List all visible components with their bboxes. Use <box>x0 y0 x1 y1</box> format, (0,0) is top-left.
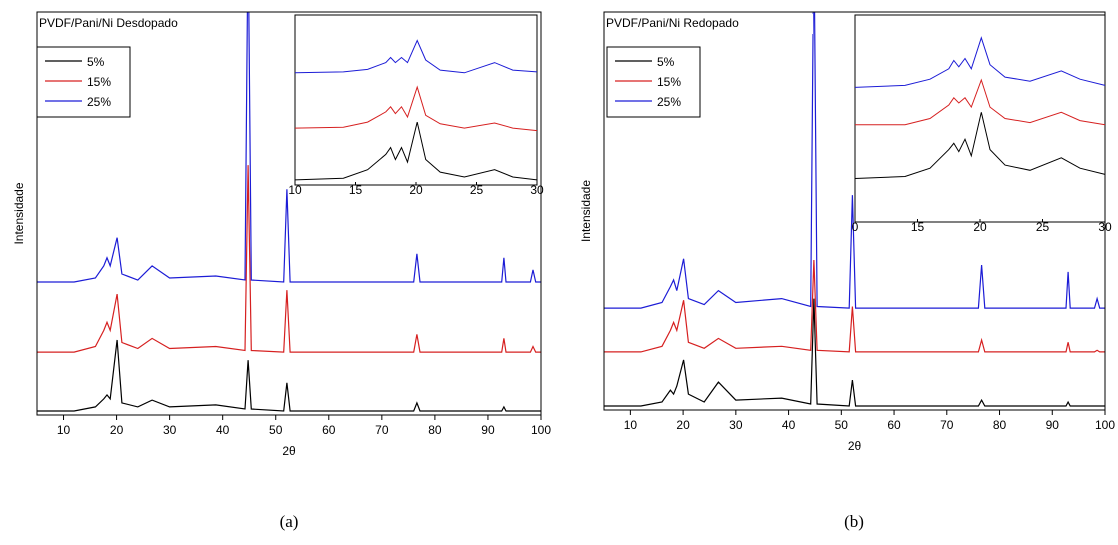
legend-box <box>36 46 131 118</box>
title-bg <box>605 14 813 34</box>
x-tick-label: 80 <box>993 418 1007 432</box>
inset-x-tick-label: 25 <box>1036 220 1050 234</box>
x-tick-label: 50 <box>835 418 849 432</box>
x-tick-label: 40 <box>216 423 230 437</box>
data-line <box>37 165 541 353</box>
x-tick-label: 20 <box>676 418 690 432</box>
legend-label: 25% <box>87 95 111 109</box>
x-axis-label: 2θ <box>848 439 862 453</box>
legend-label: 25% <box>657 95 681 109</box>
x-tick-label: 30 <box>163 423 177 437</box>
y-axis-label: Intensidade <box>12 182 26 244</box>
x-tick-label: 90 <box>481 423 495 437</box>
caption: (b) <box>844 512 864 531</box>
inset-line <box>855 78 1106 126</box>
chart-title: PVDF/Pani/Ni Desdopado <box>39 16 178 30</box>
legend-label: 15% <box>657 75 681 89</box>
inset-frame <box>294 14 538 186</box>
inset-line <box>294 85 538 132</box>
x-tick-label: 10 <box>624 418 638 432</box>
inset-x-tick-label: 20 <box>973 220 987 234</box>
data-line <box>604 12 1105 309</box>
x-tick-label: 60 <box>887 418 901 432</box>
caption: (a) <box>280 512 299 531</box>
legend-label: 5% <box>87 55 105 69</box>
x-tick-label: 80 <box>428 423 442 437</box>
x-tick-label: 50 <box>269 423 283 437</box>
chart-title: PVDF/Pani/Ni Redopado <box>606 16 739 30</box>
inset-line <box>294 39 538 74</box>
inset-x-tick-label: 20 <box>409 183 423 197</box>
data-line <box>37 12 541 283</box>
inset-line <box>854 36 1106 88</box>
inset-line <box>854 112 1106 179</box>
inset-x-tick-label: 30 <box>1098 220 1112 234</box>
inset-x-tick-label: 15 <box>911 220 925 234</box>
plot-area <box>37 12 541 412</box>
inset-x-tick-label: 10 <box>288 183 302 197</box>
x-tick-label: 100 <box>1095 418 1115 432</box>
x-tick-label: 10 <box>57 423 71 437</box>
x-tick-label: 60 <box>322 423 336 437</box>
inset-x-tick-label: 30 <box>530 183 544 197</box>
data-line <box>604 298 1105 407</box>
x-tick-label: 20 <box>110 423 124 437</box>
plot-area <box>604 12 1105 407</box>
legend-label: 15% <box>87 75 111 89</box>
plot-frame <box>36 11 542 416</box>
x-tick-label: 70 <box>375 423 389 437</box>
data-line <box>37 339 541 412</box>
x-tick-label: 40 <box>782 418 796 432</box>
inset-x-tick-label: 25 <box>470 183 484 197</box>
x-tick-label: 100 <box>531 423 551 437</box>
y-axis-label: Intensidade <box>579 180 593 242</box>
inset-x-tick-label: 0 <box>852 220 859 234</box>
x-tick-label: 30 <box>729 418 743 432</box>
title-bg <box>38 14 246 34</box>
data-line <box>604 259 1105 353</box>
x-tick-label: 70 <box>940 418 954 432</box>
x-tick-label: 90 <box>1046 418 1060 432</box>
x-axis-label: 2θ <box>282 444 296 458</box>
inset-line <box>294 121 538 181</box>
legend-label: 5% <box>657 55 675 69</box>
legend-box <box>606 46 701 118</box>
inset-x-tick-label: 15 <box>349 183 363 197</box>
